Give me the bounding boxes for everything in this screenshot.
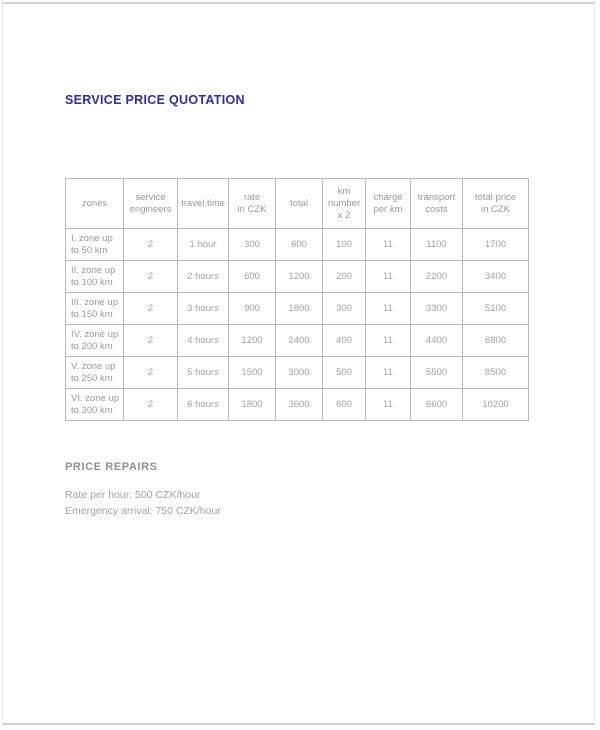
table-cell: 2 — [123, 388, 178, 421]
table-cell: 1500 — [228, 356, 276, 389]
table-cell: 3400 — [462, 260, 529, 293]
col-header-zones: zones — [65, 178, 124, 229]
col-header-km-number-x2: km number x 2 — [322, 178, 366, 229]
emergency-arrival-line: Emergency arrival: 750 CZK/hour — [65, 504, 221, 517]
table-cell: 11 — [365, 260, 411, 293]
table-cell: III. zone up to 150 km — [65, 292, 124, 325]
table-cell: 900 — [228, 292, 276, 325]
table-cell: 100 — [322, 228, 366, 261]
price-repairs-text: Rate per hour: 500 CZK/hour Emergency ar… — [65, 488, 221, 519]
col-header-total-price-in-czk: total price in CZK — [462, 178, 529, 229]
table-cell: 4400 — [410, 324, 463, 357]
price-repairs-heading: PRICE REPAIRS — [65, 461, 158, 473]
page-title: SERVICE PRICE QUOTATION — [65, 93, 245, 107]
table-row: IV. zone up to 200 km 2 4 hours 1200 240… — [65, 324, 529, 357]
table-cell: 6 hours — [177, 388, 229, 421]
table-cell: 1 hour — [177, 228, 229, 261]
table-cell: 4 hours — [177, 324, 229, 357]
table-row: VI. zone up to 300 km 2 6 hours 1800 360… — [65, 388, 529, 421]
table-cell: 11 — [365, 356, 411, 389]
table-cell: 1700 — [462, 228, 529, 261]
table-cell: 6800 — [462, 324, 529, 357]
col-header-transport-costs: transport costs — [410, 178, 463, 229]
rate-per-hour-line: Rate per hour: 500 CZK/hour — [65, 489, 201, 501]
table-cell: 1200 — [275, 260, 323, 293]
table-cell: II. zone up to 100 km — [65, 260, 124, 293]
table-cell: 2400 — [275, 324, 323, 357]
table-cell: 1100 — [410, 228, 463, 261]
table-cell: 11 — [365, 292, 411, 325]
table-cell: 8500 — [462, 356, 529, 389]
table-cell: 5500 — [410, 356, 463, 389]
table-cell: 11 — [365, 228, 411, 261]
table-cell: 2 — [123, 356, 178, 389]
table-row: III. zone up to 150 km 2 3 hours 900 180… — [65, 292, 529, 325]
col-header-charge-per-km: charge per km — [365, 178, 411, 229]
table-cell: V. zone up to 250 km — [65, 356, 124, 389]
table-header-row: zones service engineers travel time rate… — [65, 178, 529, 229]
table-row: I. zone up to 50 km 2 1 hour 300 600 100… — [65, 228, 529, 261]
table-row: V. zone up to 250 km 2 5 hours 1500 3000… — [65, 356, 529, 389]
table-cell: 600 — [275, 228, 323, 261]
table-cell: 600 — [322, 388, 366, 421]
table-cell: VI. zone up to 300 km — [65, 388, 124, 421]
table-cell: 5 hours — [177, 356, 229, 389]
table-cell: 1800 — [228, 388, 276, 421]
table-cell: 3300 — [410, 292, 463, 325]
price-quotation-table: zones service engineers travel time rate… — [65, 178, 529, 421]
table-cell: 200 — [322, 260, 366, 293]
table-cell: 10200 — [462, 388, 529, 421]
table-cell: 3000 — [275, 356, 323, 389]
table-cell: 11 — [365, 388, 411, 421]
table-cell: 1200 — [228, 324, 276, 357]
table-cell: 500 — [322, 356, 366, 389]
table-cell: 2200 — [410, 260, 463, 293]
table-cell: IV. zone up to 200 km — [65, 324, 124, 357]
table-cell: 3 hours — [177, 292, 229, 325]
col-header-service-engineers: service engineers — [123, 178, 178, 229]
table-cell: 2 — [123, 324, 178, 357]
col-header-rate-in-czk: rate in CZK — [228, 178, 276, 229]
table-cell: 1800 — [275, 292, 323, 325]
table-cell: 2 hours — [177, 260, 229, 293]
table-cell: 3600 — [275, 388, 323, 421]
table-cell: 2 — [123, 228, 178, 261]
col-header-travel-time: travel time — [177, 178, 229, 229]
table-cell: I. zone up to 50 km — [65, 228, 124, 261]
table-cell: 6600 — [410, 388, 463, 421]
table-cell: 300 — [228, 228, 276, 261]
col-header-total: total — [275, 178, 323, 229]
table-cell: 300 — [322, 292, 366, 325]
table-cell: 11 — [365, 324, 411, 357]
table-row: II. zone up to 100 km 2 2 hours 600 1200… — [65, 260, 529, 293]
table-cell: 2 — [123, 260, 178, 293]
table-cell: 400 — [322, 324, 366, 357]
table-cell: 5100 — [462, 292, 529, 325]
table-cell: 600 — [228, 260, 276, 293]
table-cell: 2 — [123, 292, 178, 325]
